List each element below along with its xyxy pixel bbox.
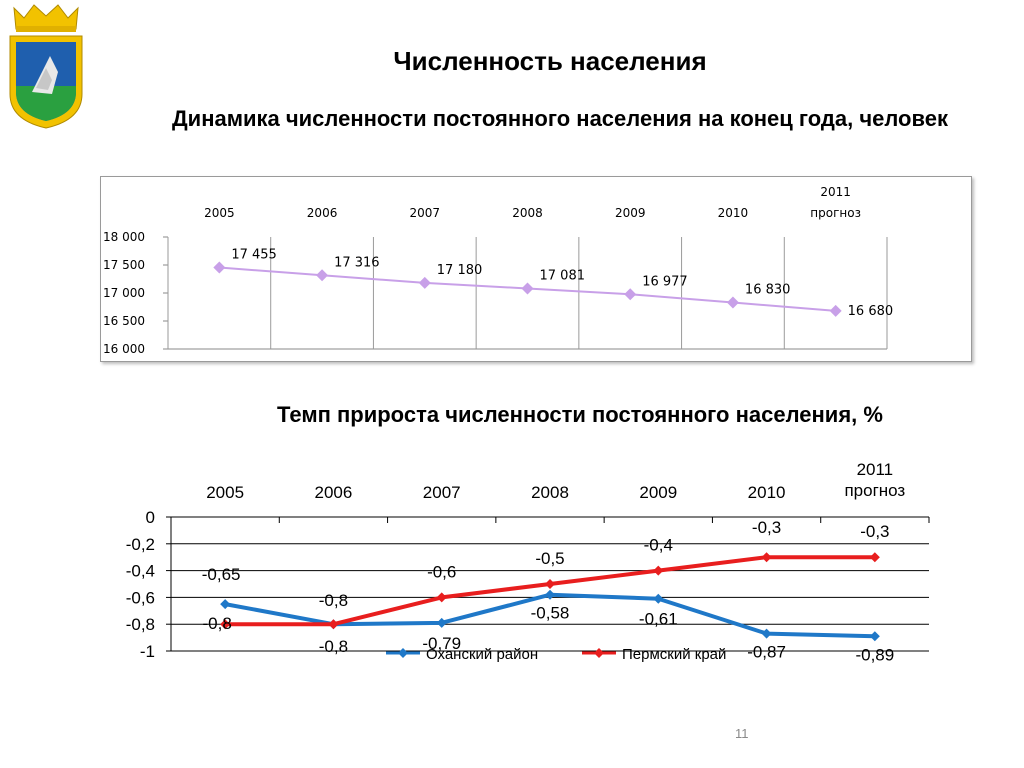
chart2-point <box>220 599 231 610</box>
chart1-data-label: 16 830 <box>745 283 791 298</box>
chart2-data-label: -0,5 <box>535 549 564 568</box>
chart2-data-label: -0,61 <box>639 610 678 629</box>
chart1-x-tick-label: 2008 <box>512 206 543 220</box>
chart1-data-label: 17 316 <box>334 255 380 270</box>
chart2-data-label: -0,87 <box>747 643 786 662</box>
chart2-y-tick-label: -0,6 <box>126 588 155 607</box>
chart2-y-tick-label: -1 <box>140 642 155 661</box>
chart2-point <box>436 592 447 603</box>
chart2-point <box>653 593 664 604</box>
chart1-y-tick-label: 16 500 <box>103 314 145 328</box>
legend-label: Оханский район <box>426 646 538 663</box>
chart1-point <box>418 276 431 289</box>
chart1-y-tick-label: 17 500 <box>103 258 145 272</box>
chart2-x-tick-label: 2008 <box>531 483 569 502</box>
chart2-point <box>869 552 880 563</box>
chart2-data-label: -0,3 <box>752 518 781 537</box>
chart2-y-tick-label: -0,4 <box>126 562 155 581</box>
chart1-x-tick-label: 2009 <box>615 206 646 220</box>
chart1-x-tick-label: 2006 <box>307 206 338 220</box>
chart1-x-tick-label: 2007 <box>410 206 441 220</box>
legend-swatch-marker <box>398 648 408 658</box>
chart1-point <box>726 296 739 309</box>
chart1-point <box>624 288 637 301</box>
page-title: Численность населения <box>393 46 707 76</box>
chart1-data-label: 17 081 <box>540 268 586 283</box>
chart1-point <box>213 261 226 274</box>
chart1-data-label: 16 680 <box>848 304 894 319</box>
chart2-x-tick-label: 2006 <box>315 483 353 502</box>
chart2-point <box>545 579 555 589</box>
chart1-y-tick-label: 16 000 <box>103 342 145 356</box>
chart2-x-tick-label: 2007 <box>423 483 461 502</box>
chart2-point <box>761 628 772 639</box>
chart1-data-label: 17 455 <box>231 248 277 263</box>
chart1-title: Динамика численности постоянного населен… <box>172 106 948 131</box>
slide-number: 11 <box>735 726 749 741</box>
chart1-x-tick-label: 2010 <box>718 206 749 220</box>
chart2-data-label: -0,58 <box>531 604 570 623</box>
chart2-y-tick-label: -0,2 <box>126 535 155 554</box>
chart1-y-tick-label: 17 000 <box>103 286 145 300</box>
chart1-data-label: 16 977 <box>642 274 688 289</box>
chart1-x-tick-label: 2011 <box>820 185 851 199</box>
chart2-data-label: -0,6 <box>427 562 456 581</box>
chart2-point <box>869 631 880 642</box>
chart2-y-tick-label: -0,8 <box>126 615 155 634</box>
chart2-data-label: -0,8 <box>202 614 231 633</box>
chart1-point <box>829 304 842 317</box>
chart2-x-tick-label: прогноз <box>844 481 905 500</box>
chart1-data-label: 17 180 <box>437 263 483 278</box>
chart2-data-label: -0,65 <box>202 565 241 584</box>
chart2-point <box>436 617 447 628</box>
chart2-title: Темп прироста численности постоянного на… <box>277 402 883 427</box>
chart2-x-tick-label: 2009 <box>639 483 677 502</box>
chart2-x-tick-label: 2011 <box>857 460 894 479</box>
legend-label: Пермский край <box>622 646 726 663</box>
chart2-x-tick-label: 2010 <box>748 483 786 502</box>
chart2-point <box>761 552 772 563</box>
chart2-data-label: -0,4 <box>644 536 673 555</box>
chart2-data-label: -0,3 <box>860 522 889 541</box>
coat-of-arms-image <box>9 4 83 129</box>
chart2-data-label: -0,79 <box>422 634 461 653</box>
chart2-x-tick-label: 2005 <box>206 483 244 502</box>
chart2-point <box>220 619 231 630</box>
chart1-x-tick-label: прогноз <box>810 206 861 220</box>
chart2-y-tick-label: 0 <box>146 508 155 527</box>
chart2-point <box>545 589 555 600</box>
chart2-data-label: -0,8 <box>319 637 348 656</box>
chart1-point <box>316 269 329 282</box>
legend-swatch-marker <box>594 648 604 658</box>
chart2-point <box>653 565 664 576</box>
chart1-y-tick-label: 18 000 <box>103 230 145 244</box>
chart1-point <box>521 282 534 295</box>
chart2-point <box>328 619 339 630</box>
chart2-data-label: -0,89 <box>855 645 894 664</box>
chart2-data-label: -0,8 <box>319 591 348 610</box>
chart1-x-tick-label: 2005 <box>204 206 235 220</box>
